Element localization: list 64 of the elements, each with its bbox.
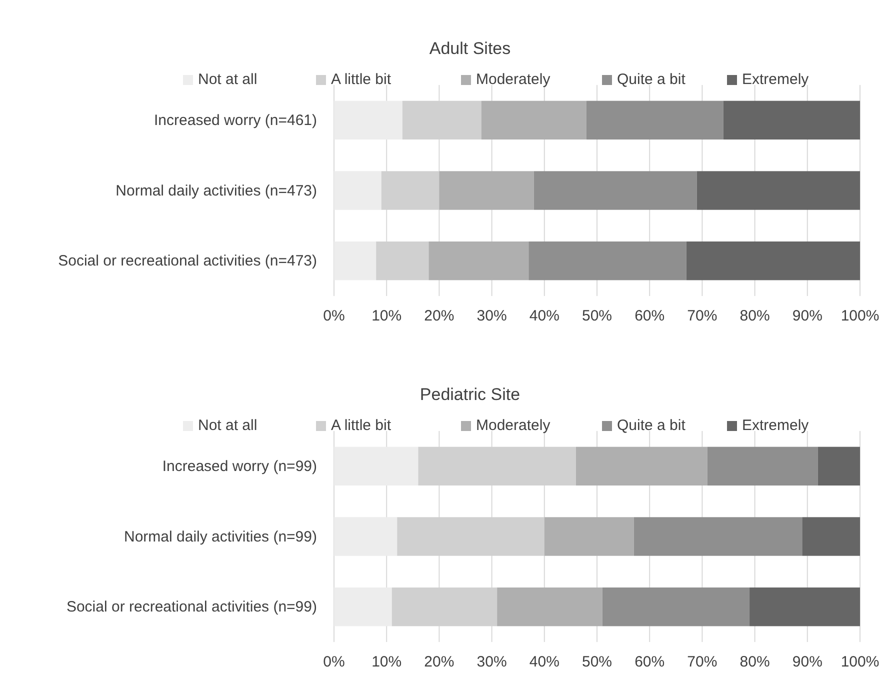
y-tick-label: Normal daily activities (n=473): [116, 182, 318, 200]
y-tick-label: Social or recreational activities (n=99): [66, 598, 317, 616]
bar: [334, 587, 392, 626]
x-tick-label: 80%: [740, 654, 770, 671]
y-tick-label: Social or recreational activities (n=473): [58, 252, 318, 270]
x-tick-label: 80%: [740, 308, 770, 325]
bar: [439, 171, 534, 210]
legend-label: Moderately: [476, 71, 551, 88]
bar: [334, 517, 398, 556]
x-tick-label: 0%: [323, 308, 345, 325]
x-tick-label: 60%: [634, 308, 665, 325]
bar: [696, 171, 860, 210]
x-tick-label: 50%: [582, 654, 612, 671]
bar: [818, 446, 860, 486]
bar: [334, 241, 376, 280]
x-tick-label: 30%: [476, 308, 507, 325]
x-tick-label: 20%: [424, 308, 454, 325]
x-tick-label: 40%: [529, 654, 560, 671]
legend-label: Quite a bit: [617, 417, 686, 434]
bar: [602, 587, 750, 626]
y-tick-label: Increased worry (n=99): [162, 458, 317, 475]
x-tick-label: 70%: [687, 308, 718, 325]
bar: [497, 587, 602, 626]
legend-label: Not at all: [198, 417, 258, 434]
y-tick-label: Normal daily activities (n=99): [124, 528, 317, 546]
x-tick-label: 40%: [529, 308, 560, 325]
x-tick-label: 90%: [792, 308, 822, 325]
x-tick-label: 10%: [372, 308, 402, 325]
x-tick-label: 20%: [424, 654, 454, 671]
bar: [334, 446, 418, 486]
bar: [686, 241, 860, 280]
x-tick-label: 0%: [323, 654, 345, 671]
bar: [707, 446, 818, 486]
legend-label: A little bit: [331, 417, 392, 434]
bar: [544, 517, 634, 556]
bar: [528, 241, 686, 280]
chart-title: Adult Sites: [429, 39, 511, 58]
bar: [334, 100, 402, 140]
bar: [334, 171, 382, 210]
bar: [428, 241, 529, 280]
legend-label: A little bit: [331, 71, 392, 88]
x-tick-label: 90%: [792, 654, 822, 671]
bar: [723, 100, 860, 140]
legend-label: Extremely: [742, 71, 810, 88]
bar: [634, 517, 802, 556]
legend-label: Moderately: [476, 417, 551, 434]
bar: [802, 517, 860, 556]
x-tick-label: 10%: [372, 654, 402, 671]
legend-label: Not at all: [198, 71, 258, 88]
bar: [481, 100, 586, 140]
x-tick-label: 100%: [840, 308, 880, 325]
x-tick-label: 100%: [840, 654, 880, 671]
bar: [750, 587, 860, 626]
bar: [586, 100, 724, 140]
bar: [534, 171, 697, 210]
x-tick-label: 70%: [687, 654, 718, 671]
legend-label: Extremely: [742, 417, 810, 434]
bar: [576, 446, 708, 486]
x-tick-label: 50%: [582, 308, 612, 325]
y-tick-label: Increased worry (n=461): [154, 112, 317, 129]
chart-title: Pediatric Site: [420, 385, 520, 404]
legend-label: Quite a bit: [617, 71, 686, 88]
x-tick-label: 30%: [476, 654, 507, 671]
x-tick-label: 60%: [634, 654, 665, 671]
